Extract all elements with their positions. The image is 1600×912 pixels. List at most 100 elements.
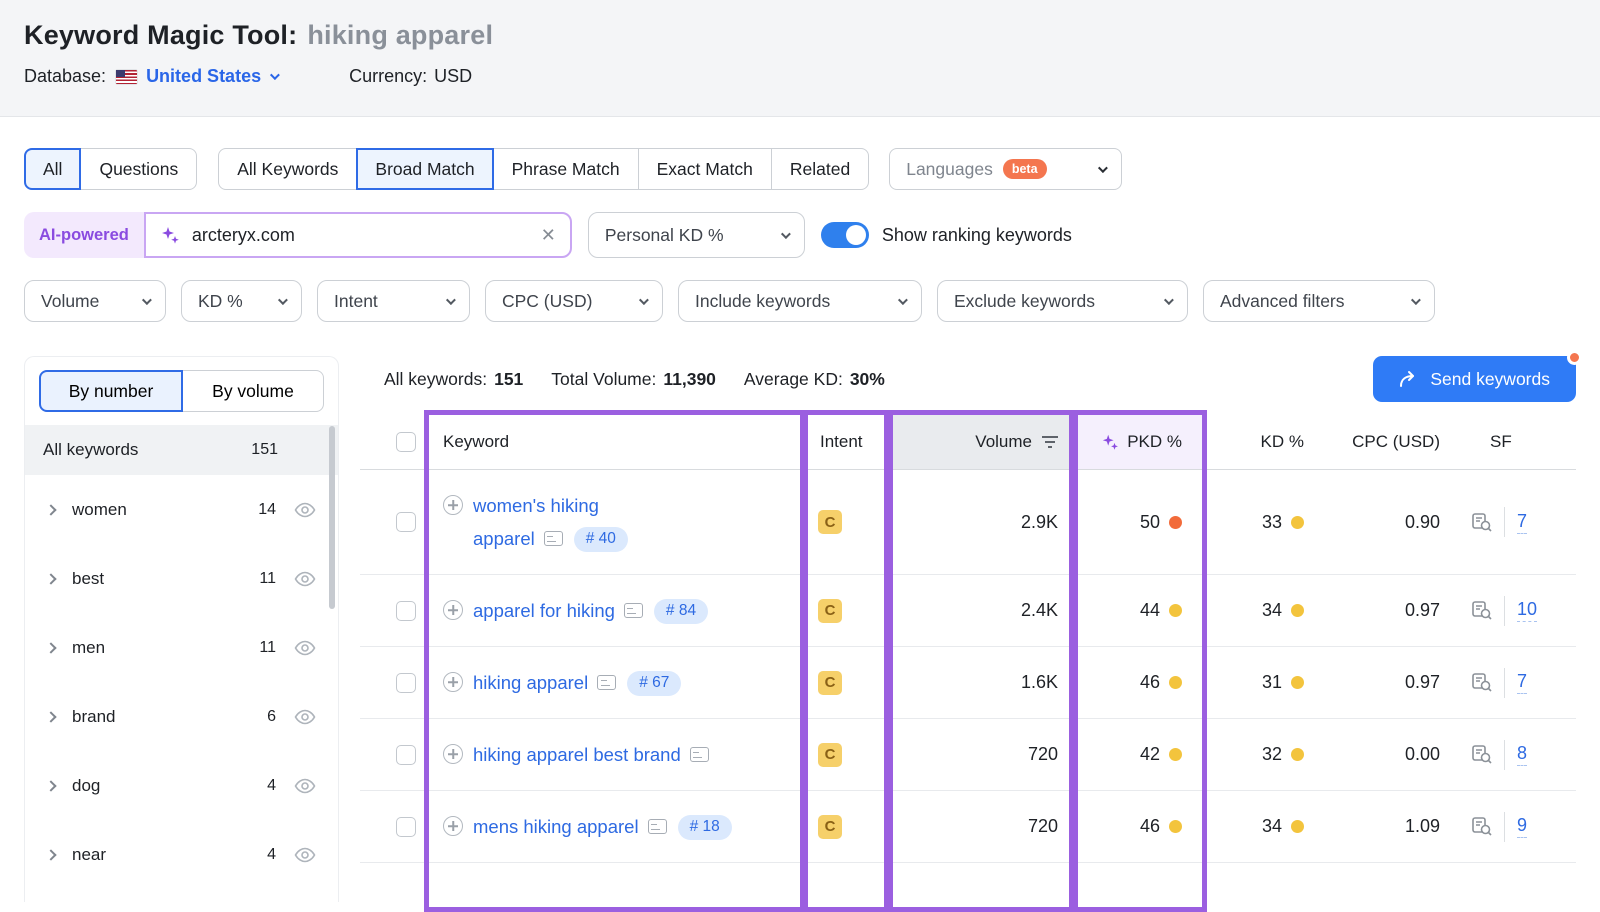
tab-all[interactable]: All — [24, 148, 82, 190]
column-header-pkd[interactable]: PKD % — [1073, 414, 1206, 469]
row-checkbox[interactable] — [396, 744, 416, 765]
sf-count-link[interactable]: 10 — [1517, 599, 1538, 622]
column-header-volume[interactable]: Volume — [888, 414, 1073, 469]
eye-icon[interactable] — [294, 847, 316, 863]
serp-features-icon[interactable] — [1472, 745, 1492, 764]
volume-value: 720 — [1027, 744, 1058, 764]
group-count: 11 — [259, 569, 276, 587]
row-checkbox[interactable] — [396, 600, 416, 621]
languages-label: Languages — [906, 158, 993, 179]
tab-broad-match[interactable]: Broad Match — [356, 148, 494, 190]
eye-icon[interactable] — [294, 640, 316, 656]
ranking-position-badge[interactable]: # 84 — [653, 599, 709, 624]
kd-dot — [1291, 515, 1304, 529]
serp-preview-icon[interactable] — [543, 531, 563, 546]
group-row-best[interactable]: best 11 — [25, 544, 338, 613]
add-keyword-icon[interactable] — [443, 672, 463, 692]
serp-preview-icon[interactable] — [623, 603, 643, 618]
group-row-women[interactable]: women 14 — [25, 475, 338, 544]
group-row-near[interactable]: near 4 — [25, 820, 338, 889]
ranking-position-badge[interactable]: # 40 — [573, 527, 628, 552]
group-label: brand — [72, 706, 116, 726]
serp-features-icon[interactable] — [1472, 601, 1492, 620]
personal-kd-dropdown[interactable]: Personal KD % — [587, 212, 805, 258]
group-label: men — [72, 637, 106, 657]
tab-related[interactable]: Related — [770, 148, 870, 190]
add-keyword-icon[interactable] — [443, 495, 463, 515]
show-ranking-keywords-toggle[interactable] — [820, 222, 869, 248]
pkd-cell: 42 — [1073, 744, 1206, 765]
pkd-dot — [1169, 820, 1182, 833]
keyword-link[interactable]: women's hiking apparel — [473, 495, 599, 549]
ranking-position-badge[interactable]: # 67 — [627, 671, 682, 696]
filter-advanced[interactable]: Advanced filters — [1203, 280, 1435, 322]
languages-dropdown[interactable]: Languages beta — [889, 148, 1123, 190]
eye-icon[interactable] — [294, 709, 316, 725]
group-row-brand[interactable]: brand 6 — [25, 682, 338, 751]
all-keywords-group[interactable]: All keywords 151 — [25, 425, 338, 475]
by-volume-button[interactable]: By volume — [182, 370, 324, 412]
tab-exact-match[interactable]: Exact Match — [637, 148, 772, 190]
volume-value: 720 — [1027, 816, 1058, 836]
group-row-men[interactable]: men 11 — [25, 613, 338, 682]
row-checkbox[interactable] — [396, 816, 416, 837]
chevron-down-icon — [445, 294, 456, 305]
keyword-link[interactable]: apparel for hiking — [473, 600, 615, 621]
keyword-link[interactable]: hiking apparel — [473, 672, 589, 693]
sf-count-link[interactable]: 9 — [1517, 815, 1528, 838]
filter-intent[interactable]: Intent — [317, 280, 470, 322]
sf-count-link[interactable]: 8 — [1517, 743, 1528, 766]
column-header-intent[interactable]: Intent — [820, 431, 863, 451]
filter-exclude-keywords[interactable]: Exclude keywords — [937, 280, 1188, 322]
tab-questions[interactable]: Questions — [80, 148, 198, 190]
tab-phrase-match[interactable]: Phrase Match — [492, 148, 639, 190]
eye-icon[interactable] — [294, 502, 316, 518]
serp-preview-icon[interactable] — [597, 675, 617, 690]
add-keyword-icon[interactable] — [443, 816, 463, 836]
sidebar-scrollbar[interactable] — [329, 426, 335, 609]
column-header-kd[interactable]: KD % — [1260, 431, 1304, 451]
by-number-button[interactable]: By number — [39, 370, 183, 412]
filter-volume[interactable]: Volume — [24, 280, 166, 322]
table-row: hiking apparel # 67 C 1.6K 46 31 0.97 7 — [360, 647, 1576, 719]
add-keyword-icon[interactable] — [443, 600, 463, 620]
group-row-dog[interactable]: dog 4 — [25, 751, 338, 820]
domain-search-input[interactable] — [189, 223, 531, 247]
add-keyword-icon[interactable] — [443, 744, 463, 764]
send-keywords-button[interactable]: Send keywords — [1373, 356, 1576, 402]
row-checkbox[interactable] — [396, 672, 416, 693]
currency: Currency: USD — [349, 66, 472, 87]
column-header-keyword[interactable]: Keyword — [443, 431, 510, 451]
serp-features-icon[interactable] — [1472, 817, 1492, 836]
serp-features-icon[interactable] — [1472, 673, 1492, 692]
keyword-link[interactable]: hiking apparel best brand — [473, 744, 681, 765]
personal-kd-label: Personal KD % — [604, 224, 724, 245]
serp-preview-icon[interactable] — [647, 819, 667, 834]
sf-count-link[interactable]: 7 — [1517, 511, 1528, 534]
clear-search-icon[interactable]: ✕ — [540, 225, 556, 245]
chevron-right-icon — [45, 848, 57, 861]
keyword-link[interactable]: mens hiking apparel — [473, 816, 639, 837]
row-checkbox[interactable] — [396, 512, 416, 532]
filters-toolbar: Volume KD % Intent CPC (USD) Include key… — [24, 280, 1435, 322]
notification-dot — [1567, 350, 1582, 365]
send-keywords-wrap: Send keywords — [1373, 350, 1582, 402]
select-all-checkbox[interactable] — [396, 431, 416, 452]
filter-include-keywords[interactable]: Include keywords — [678, 280, 922, 322]
column-header-cpc[interactable]: CPC (USD) — [1352, 431, 1440, 451]
database-selector[interactable]: United States — [146, 66, 280, 87]
serp-features-icon[interactable] — [1472, 512, 1492, 532]
ranking-position-badge[interactable]: # 18 — [677, 815, 732, 840]
sf-cell: 7 — [1442, 667, 1576, 698]
eye-icon[interactable] — [294, 778, 316, 794]
serp-preview-icon[interactable] — [689, 747, 709, 762]
chevron-down-icon — [780, 228, 791, 239]
eye-icon[interactable] — [294, 571, 316, 587]
group-count: 6 — [267, 707, 276, 725]
filter-cpc[interactable]: CPC (USD) — [485, 280, 663, 322]
filter-kd[interactable]: KD % — [181, 280, 302, 322]
sf-count-link[interactable]: 7 — [1517, 671, 1528, 694]
kd-cell: 34 — [1206, 600, 1308, 621]
tab-all-keywords[interactable]: All Keywords — [218, 148, 358, 190]
column-header-sf[interactable]: SF — [1490, 431, 1512, 451]
